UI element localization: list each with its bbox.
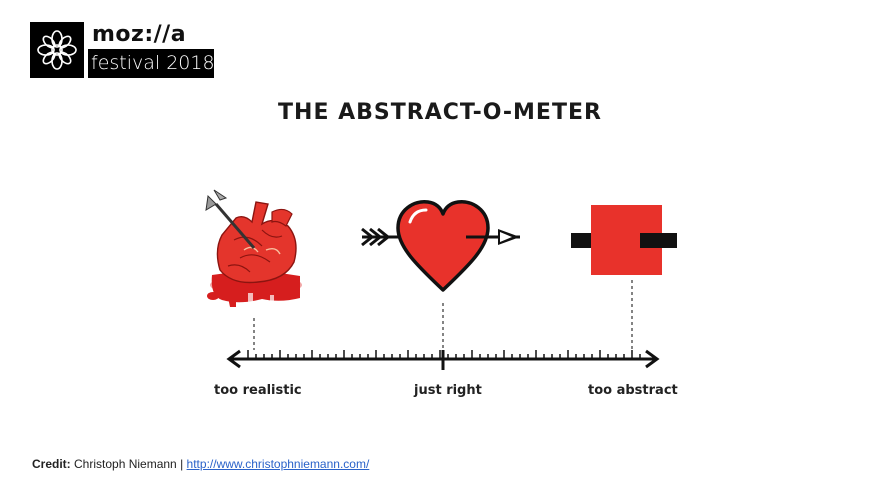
- mozfest-logo: moz://a festival 2018: [30, 22, 215, 78]
- cartoon-heart-icon: [361, 200, 520, 292]
- festival-year: festival 2018: [88, 49, 215, 78]
- abstract-o-meter-diagram: [205, 189, 677, 370]
- abstract-square-icon: [571, 205, 677, 275]
- mozilla-wordmark: moz://a: [92, 22, 187, 47]
- credit-separator: |: [180, 457, 184, 471]
- anatomical-heart-icon: [205, 189, 302, 307]
- credit-author: Christoph Niemann: [74, 457, 177, 471]
- page-title: THE ABSTRACT-O-METER: [278, 100, 602, 125]
- scale-axis: [226, 349, 660, 370]
- label-too-abstract: too abstract: [588, 383, 678, 398]
- credit-link[interactable]: http://www.christophniemann.com/: [186, 457, 370, 471]
- credit-line: Credit: Christoph Niemann | http://www.c…: [32, 457, 369, 471]
- label-just-right: just right: [414, 383, 482, 398]
- scale-ticks: [247, 350, 641, 359]
- label-too-realistic: too realistic: [214, 383, 302, 398]
- mozfest-flower-icon: [30, 22, 84, 78]
- credit-label: Credit:: [32, 457, 71, 471]
